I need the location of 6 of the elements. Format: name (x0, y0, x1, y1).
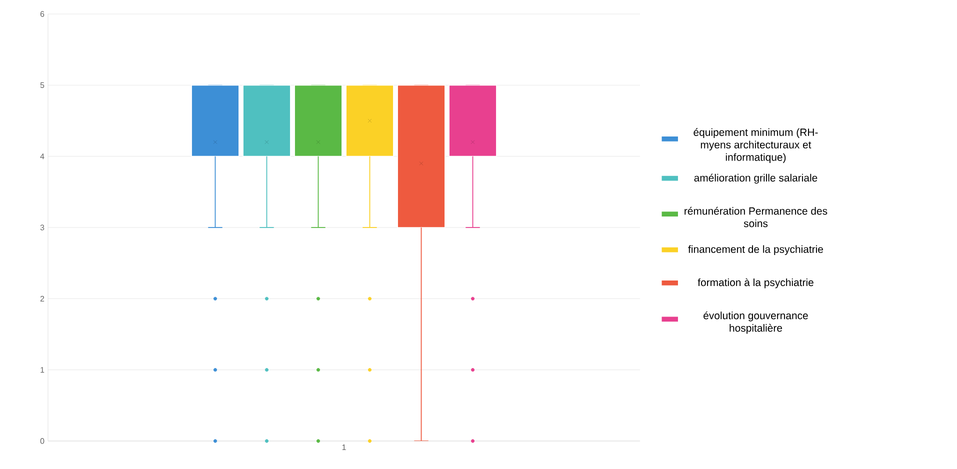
legend-label: formation à la psychiatrie (698, 278, 814, 288)
legend-label: équipement minimum (RH- myens architecturaux et informatique) (694, 128, 818, 163)
legend-label: financement de la psychiatrie (688, 245, 823, 255)
legend-label: amélioration grille salariale (694, 174, 818, 184)
text: évolution gouvernance hospitalière (704, 311, 808, 334)
legend-label: rémunération Permanence des soins (684, 206, 828, 228)
